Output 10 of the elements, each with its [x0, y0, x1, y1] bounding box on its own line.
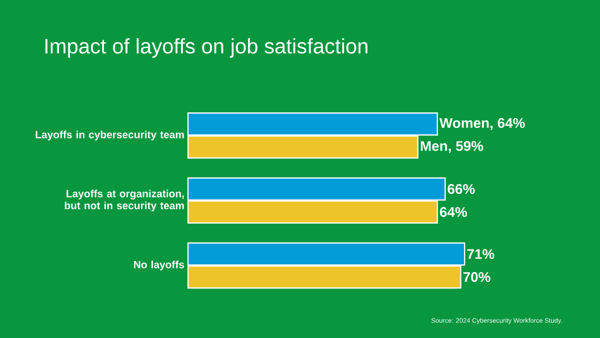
- data-label: Women, 64%: [439, 118, 525, 130]
- chart-title: Impact of layoffs on job satisfaction: [45, 38, 368, 58]
- data-label: Men, 59%: [420, 141, 484, 153]
- y-tick-label: No layoffs: [134, 260, 184, 270]
- data-label: 66%: [448, 184, 475, 194]
- y-tick-label: Layoffs in cybersecurity team: [36, 130, 184, 140]
- data-label: 71%: [467, 249, 494, 259]
- data-label: 64%: [440, 207, 467, 217]
- y-tick-label: Layoffs at organization, but not in security team: [64, 190, 184, 212]
- data-label: 70%: [463, 272, 490, 282]
